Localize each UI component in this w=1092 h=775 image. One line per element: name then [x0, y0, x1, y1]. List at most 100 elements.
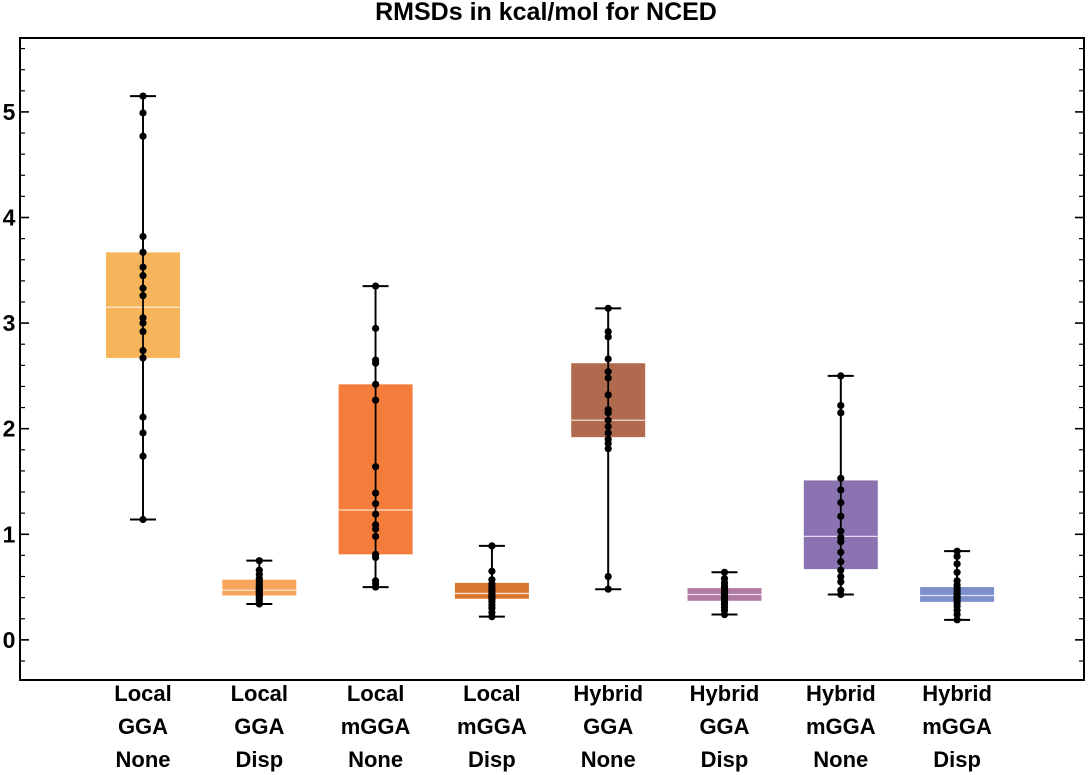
- y-tick-label: 5: [3, 99, 16, 125]
- plot-frame: [19, 37, 1085, 681]
- x-category-label: Hybrid: [806, 681, 876, 706]
- data-point: [488, 567, 496, 575]
- data-point: [837, 558, 845, 566]
- data-point: [139, 232, 147, 241]
- data-point: [139, 314, 147, 322]
- x-category-label: Disp: [933, 747, 981, 772]
- data-point: [837, 590, 845, 599]
- data-point: [372, 359, 380, 367]
- x-category-label: Hybrid: [690, 681, 760, 706]
- data-point: [604, 391, 612, 399]
- data-point: [372, 380, 380, 388]
- data-point: [604, 445, 612, 453]
- x-category-label: None: [581, 747, 636, 772]
- data-point: [604, 439, 612, 448]
- y-tick-label: 4: [3, 205, 16, 231]
- data-point: [372, 489, 380, 497]
- data-point: [139, 248, 147, 256]
- data-point: [837, 486, 845, 494]
- data-point: [372, 396, 380, 404]
- data-point: [953, 610, 961, 619]
- x-category-label: None: [116, 747, 171, 772]
- data-point: [604, 327, 612, 336]
- x-category-label: Disp: [468, 747, 516, 772]
- data-point: [837, 548, 845, 556]
- x-category-label: Hybrid: [922, 681, 992, 706]
- data-point: [139, 515, 147, 524]
- data-point: [720, 568, 729, 576]
- data-point: [255, 600, 263, 608]
- data-point: [837, 474, 845, 482]
- data-point: [837, 409, 845, 417]
- data-point: [837, 499, 845, 507]
- data-point: [837, 538, 845, 546]
- x-category-label: None: [348, 747, 403, 772]
- data-point: [604, 368, 612, 376]
- data-point: [837, 372, 845, 380]
- data-point: [604, 374, 612, 382]
- data-point: [139, 319, 147, 327]
- data-point: [372, 282, 380, 290]
- x-category-label: GGA: [118, 714, 168, 739]
- x-category-label: mGGA: [341, 714, 411, 739]
- x-category-label: GGA: [583, 714, 633, 739]
- data-point: [604, 429, 612, 437]
- x-category-label: Disp: [701, 747, 749, 772]
- data-point: [837, 566, 845, 574]
- data-point: [139, 346, 147, 355]
- x-category-label: Disp: [235, 747, 283, 772]
- data-point: [953, 560, 961, 568]
- data-point: [604, 409, 612, 417]
- x-category-label: None: [813, 747, 868, 772]
- x-category-label: GGA: [234, 714, 284, 739]
- data-point: [372, 553, 380, 562]
- data-point: [604, 585, 612, 593]
- x-category-label: Local: [231, 681, 288, 706]
- data-point: [837, 578, 845, 586]
- data-point: [953, 568, 961, 576]
- data-point: [488, 542, 496, 550]
- data-point: [372, 500, 380, 508]
- box-group: [454, 542, 529, 621]
- box-group: [571, 304, 646, 593]
- data-point: [139, 327, 147, 336]
- x-category-label: Local: [463, 681, 520, 706]
- data-point: [372, 532, 380, 540]
- data-point: [139, 109, 147, 117]
- data-point: [604, 416, 612, 424]
- data-point: [720, 610, 729, 619]
- y-tick-label: 0: [3, 627, 16, 653]
- data-point: [604, 572, 612, 581]
- data-point: [255, 557, 263, 565]
- box-group: [106, 92, 180, 524]
- data-point: [837, 572, 845, 581]
- data-point: [488, 613, 496, 621]
- data-point: [139, 92, 147, 100]
- box-group: [338, 282, 413, 591]
- box-group: [920, 547, 995, 624]
- data-point: [837, 512, 845, 520]
- data-point: [837, 401, 845, 410]
- data-point: [139, 429, 147, 437]
- x-category-label: GGA: [699, 714, 749, 739]
- data-point: [139, 292, 147, 300]
- x-category-label: mGGA: [806, 714, 876, 739]
- data-point: [372, 324, 380, 332]
- y-tick-label: 1: [3, 521, 16, 547]
- y-tick-label: 2: [3, 416, 16, 442]
- data-point: [372, 510, 380, 518]
- data-point: [139, 284, 147, 292]
- data-point: [837, 527, 845, 535]
- data-point: [139, 271, 147, 280]
- chart-title: RMSDs in kcal/mol for NCED: [375, 0, 717, 26]
- data-point: [604, 333, 612, 341]
- x-category-label: Local: [114, 681, 171, 706]
- x-category-label: Local: [347, 681, 404, 706]
- x-category-label: Hybrid: [573, 681, 643, 706]
- box-group: [687, 568, 762, 619]
- data-point: [604, 355, 612, 363]
- y-tick-label: 3: [3, 310, 16, 336]
- data-point: [604, 422, 612, 431]
